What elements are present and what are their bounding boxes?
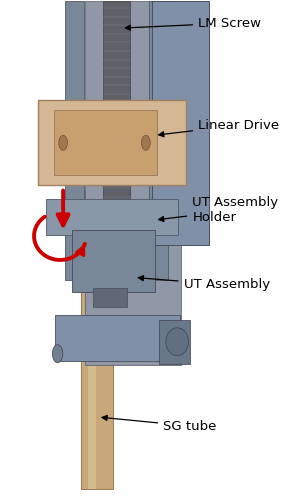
FancyBboxPatch shape [55, 315, 180, 360]
Ellipse shape [166, 328, 188, 355]
FancyBboxPatch shape [54, 110, 158, 175]
Circle shape [59, 136, 68, 150]
FancyBboxPatch shape [65, 0, 84, 280]
FancyBboxPatch shape [72, 230, 155, 292]
FancyBboxPatch shape [81, 190, 113, 490]
FancyBboxPatch shape [88, 190, 96, 490]
Text: SG tube: SG tube [102, 416, 216, 432]
FancyBboxPatch shape [39, 100, 187, 185]
FancyBboxPatch shape [149, 0, 168, 280]
Text: LM Screw: LM Screw [125, 16, 261, 30]
FancyBboxPatch shape [103, 0, 129, 280]
FancyBboxPatch shape [93, 288, 127, 308]
FancyBboxPatch shape [152, 0, 209, 245]
FancyBboxPatch shape [159, 320, 190, 364]
Circle shape [141, 136, 150, 150]
Text: UT Assembly: UT Assembly [138, 276, 270, 291]
Circle shape [52, 344, 63, 362]
Text: UT Assembly
Holder: UT Assembly Holder [159, 196, 278, 224]
Text: Linear Drive: Linear Drive [159, 119, 279, 136]
FancyBboxPatch shape [85, 0, 181, 364]
FancyBboxPatch shape [46, 199, 178, 235]
